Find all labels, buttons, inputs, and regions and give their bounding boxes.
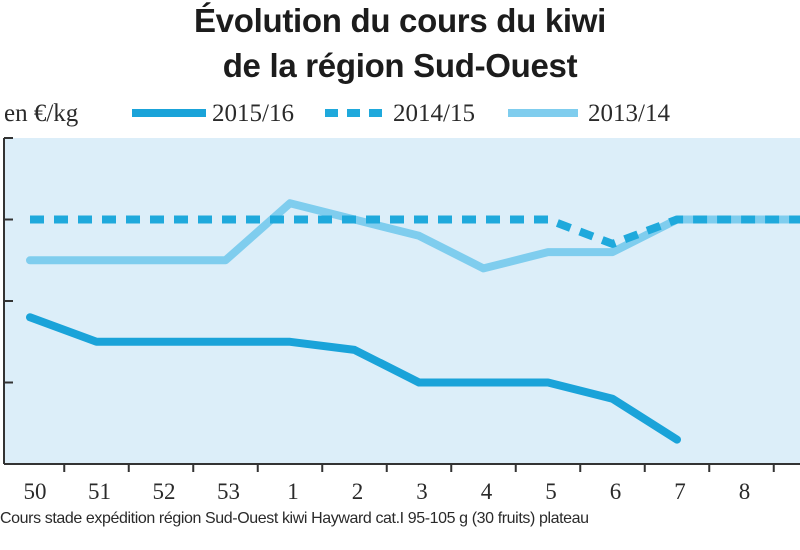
- x-tick-label: 50: [24, 479, 47, 504]
- y-axis-unit-label: en €/kg: [4, 100, 79, 127]
- legend: 2015/16 2014/15 2013/14: [132, 100, 670, 127]
- x-tick-label: 4: [481, 479, 493, 504]
- x-tick-label: 7: [674, 479, 686, 504]
- legend-label-2015-16: 2015/16: [212, 100, 294, 127]
- x-tick-label: 5: [545, 479, 557, 504]
- x-tick-label: 8: [739, 479, 751, 504]
- plot-area: [4, 138, 800, 464]
- series-line-2014-15: [30, 215, 800, 248]
- x-tick-label: 3: [416, 479, 428, 504]
- x-tick-label: 2: [352, 479, 364, 504]
- x-tick-label: 53: [217, 479, 240, 504]
- footnote: Cours stade expédition région Sud-Ouest …: [0, 510, 589, 527]
- series-line-2015-16: [26, 313, 681, 444]
- x-tick-label: 1: [287, 479, 299, 504]
- x-tick-label: 51: [88, 479, 111, 504]
- x-tick-label: 6: [610, 479, 622, 504]
- chart-subtitle: de la région Sud-Ouest: [222, 47, 578, 84]
- chart-title: Évolution du cours du kiwi: [193, 2, 607, 39]
- legend-label-2014-15: 2014/15: [393, 100, 475, 127]
- series-layer: [26, 199, 800, 444]
- x-tick-labels: 50 51 52 53 1 2 3 4 5 6 7 8: [24, 479, 751, 504]
- x-tick-label: 52: [153, 479, 176, 504]
- axes: [3, 137, 800, 472]
- legend-label-2013-14: 2013/14: [588, 100, 670, 127]
